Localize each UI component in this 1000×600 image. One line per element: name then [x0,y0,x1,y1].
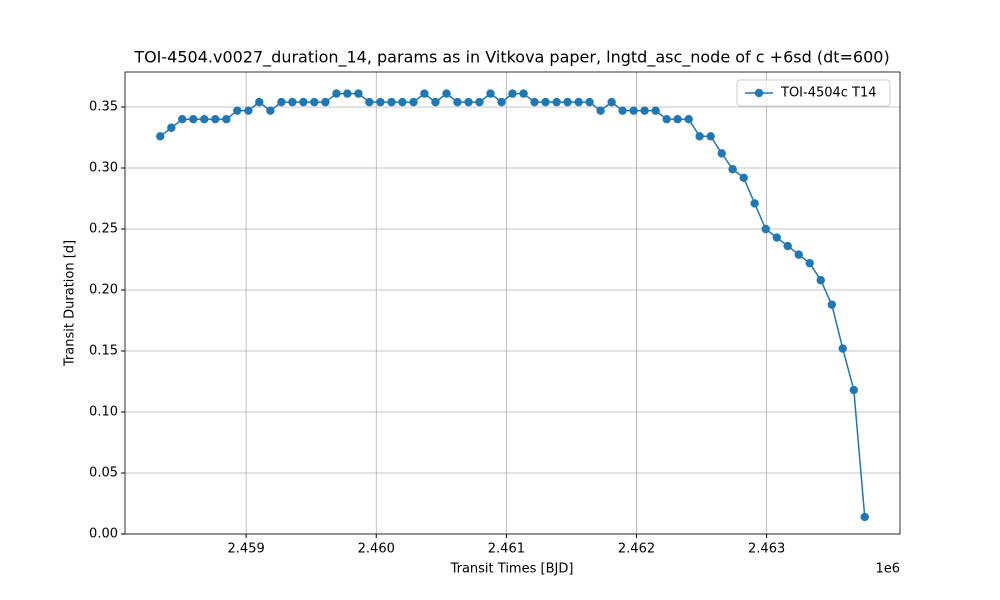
data-point [299,97,308,107]
x-tick-label: 2.461 [488,542,525,557]
legend-marker [754,88,764,98]
x-tick-label: 2.462 [618,542,655,557]
data-point [860,512,869,522]
data-point [673,115,682,124]
data-point [486,89,495,98]
x-offset-label: 1e6 [875,562,900,577]
data-point [420,89,429,98]
plot-frame [124,71,901,535]
data-point [431,97,440,107]
data-point [365,97,374,107]
data-point [497,97,506,107]
data-point [211,115,220,124]
data-point [189,115,198,124]
data-point [574,97,583,107]
data-point [508,89,517,98]
data-point [343,89,352,98]
data-point [695,132,704,141]
x-tick-label: 2.459 [228,542,265,557]
data-point [728,165,737,174]
data-point [783,241,792,251]
data-point [453,97,462,107]
data-point [750,199,759,208]
legend-box [736,79,891,107]
x-tick-label: 2.460 [358,542,395,557]
data-point [662,115,671,124]
data-point [563,97,572,107]
data-point [409,97,418,107]
data-point [805,258,814,268]
data-point [376,97,385,107]
y-tick-label: 0.20 [89,283,118,298]
data-point [651,106,660,115]
data-point [233,106,242,115]
data-point [354,89,363,98]
data-point [464,97,473,107]
y-tick-label: 0.10 [89,405,118,420]
data-point [838,344,847,353]
chart-title: TOI-4504.v0027_duration_14, params as in… [133,48,889,68]
y-tick-label: 0.35 [89,100,118,115]
data-point [541,97,550,107]
data-point [321,97,330,107]
data-point [222,115,231,124]
data-point [244,106,253,115]
data-point [167,123,176,132]
data-point [398,97,407,107]
data-point [607,97,616,107]
data-point [761,224,770,234]
data-point [618,106,627,115]
y-tick-label: 0.25 [89,222,118,237]
data-point [475,97,484,107]
data-point [332,89,341,98]
data-point [200,115,209,124]
legend-label: TOI-4504c T14 [780,86,877,101]
data-point [519,89,528,98]
data-point [827,300,837,309]
data-point [387,97,396,107]
y-tick-label: 0.15 [89,344,118,359]
y-axis-label: Transit Duration [d] [63,240,78,367]
data-point [596,106,605,115]
data-point [629,106,638,115]
data-point [794,250,803,259]
data-point [156,132,165,141]
data-point [816,276,825,285]
data-point [255,97,264,107]
data-point [849,385,859,395]
y-tick-label: 0.30 [89,161,118,176]
data-point [442,89,451,98]
data-point [266,106,275,115]
data-point [706,132,715,141]
x-axis-label: Transit Times [BJD] [450,562,574,577]
x-tick-label: 2.463 [748,542,785,557]
data-point [277,97,286,107]
data-point [739,173,748,182]
data-point [288,97,297,107]
data-point [552,97,561,107]
y-tick-label: 0.00 [89,527,118,542]
data-point [640,106,649,115]
data-point [310,97,319,107]
data-point [684,115,693,124]
data-point [772,233,781,242]
data-point [178,115,187,124]
data-point [585,97,594,107]
data-point [717,149,726,158]
data-point [530,97,539,107]
y-tick-label: 0.05 [89,466,118,481]
